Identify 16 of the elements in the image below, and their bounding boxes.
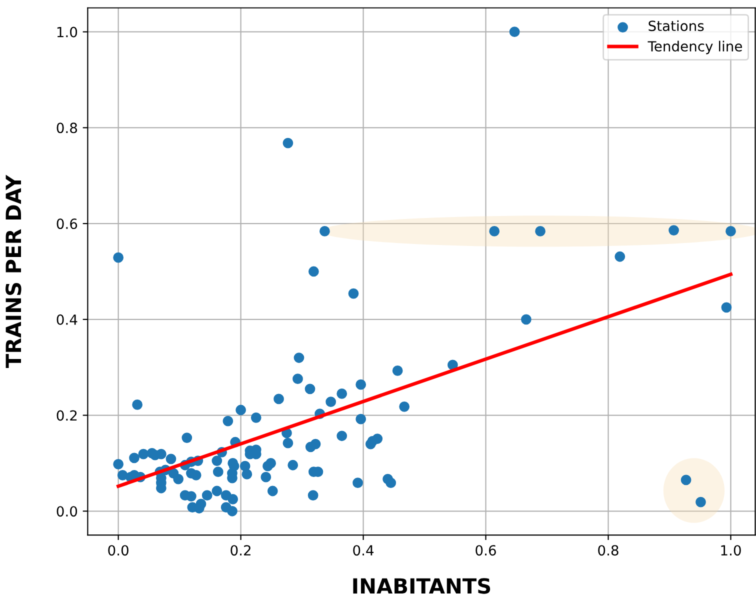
x-tick-label: 0.0	[108, 545, 128, 556]
x-tick-label: 0.4	[353, 545, 374, 556]
y-tick-label: 0.6	[56, 218, 78, 230]
y-tick-label: 1.0	[57, 26, 78, 38]
x-tick-label: 0.6	[476, 545, 496, 556]
y-tick-label: 0.8	[56, 122, 78, 134]
y-tick-label: 0.2	[56, 410, 77, 421]
x-axis-title: INABITANTS	[353, 578, 490, 594]
y-tick-label: 0.4	[56, 314, 78, 325]
x-tick-label: 1.0	[721, 545, 741, 556]
y-tick-label: 0.0	[56, 506, 78, 517]
legend-label: Tendency line	[648, 40, 742, 54]
legend-label: Stations	[648, 20, 704, 32]
x-tick-label: 0.2	[230, 545, 250, 556]
y-axis-title: TRAINS PER DAY	[6, 174, 22, 368]
x-tick-label: 0.8	[598, 545, 618, 556]
